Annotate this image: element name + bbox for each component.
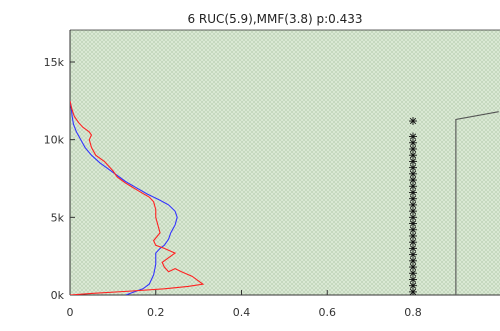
series-line-0 bbox=[70, 100, 178, 295]
asterisk-marker bbox=[409, 132, 417, 141]
x-tick-label: 0.2 bbox=[147, 306, 165, 319]
chart-title: 6 RUC(5.9),MMF(3.8) p:0.433 bbox=[187, 12, 362, 26]
series-line-3 bbox=[455, 111, 499, 295]
x-tick-label: 0 bbox=[67, 306, 74, 319]
x-tick-label: 0.8 bbox=[404, 306, 422, 319]
asterisk-marker bbox=[409, 151, 417, 160]
y-tick-label: 0k bbox=[51, 289, 65, 302]
y-ticks: 0k 5k 10k 15k bbox=[44, 56, 75, 302]
asterisk-marker bbox=[409, 169, 417, 178]
asterisk-marker bbox=[409, 256, 417, 265]
plot-background bbox=[70, 30, 500, 295]
series-layer bbox=[70, 100, 499, 295]
asterisk-marker bbox=[409, 144, 417, 153]
asterisk-marker bbox=[409, 250, 417, 259]
asterisk-marker bbox=[409, 117, 417, 126]
y-tick-label: 5k bbox=[51, 211, 65, 224]
y-tick-label: 10k bbox=[44, 134, 65, 147]
asterisk-marker bbox=[409, 176, 417, 185]
x-tick-label: 0.6 bbox=[319, 306, 337, 319]
y-tick-label: 15k bbox=[44, 56, 65, 69]
x-tick-label: 0.4 bbox=[233, 306, 251, 319]
series-line-1 bbox=[70, 100, 205, 295]
